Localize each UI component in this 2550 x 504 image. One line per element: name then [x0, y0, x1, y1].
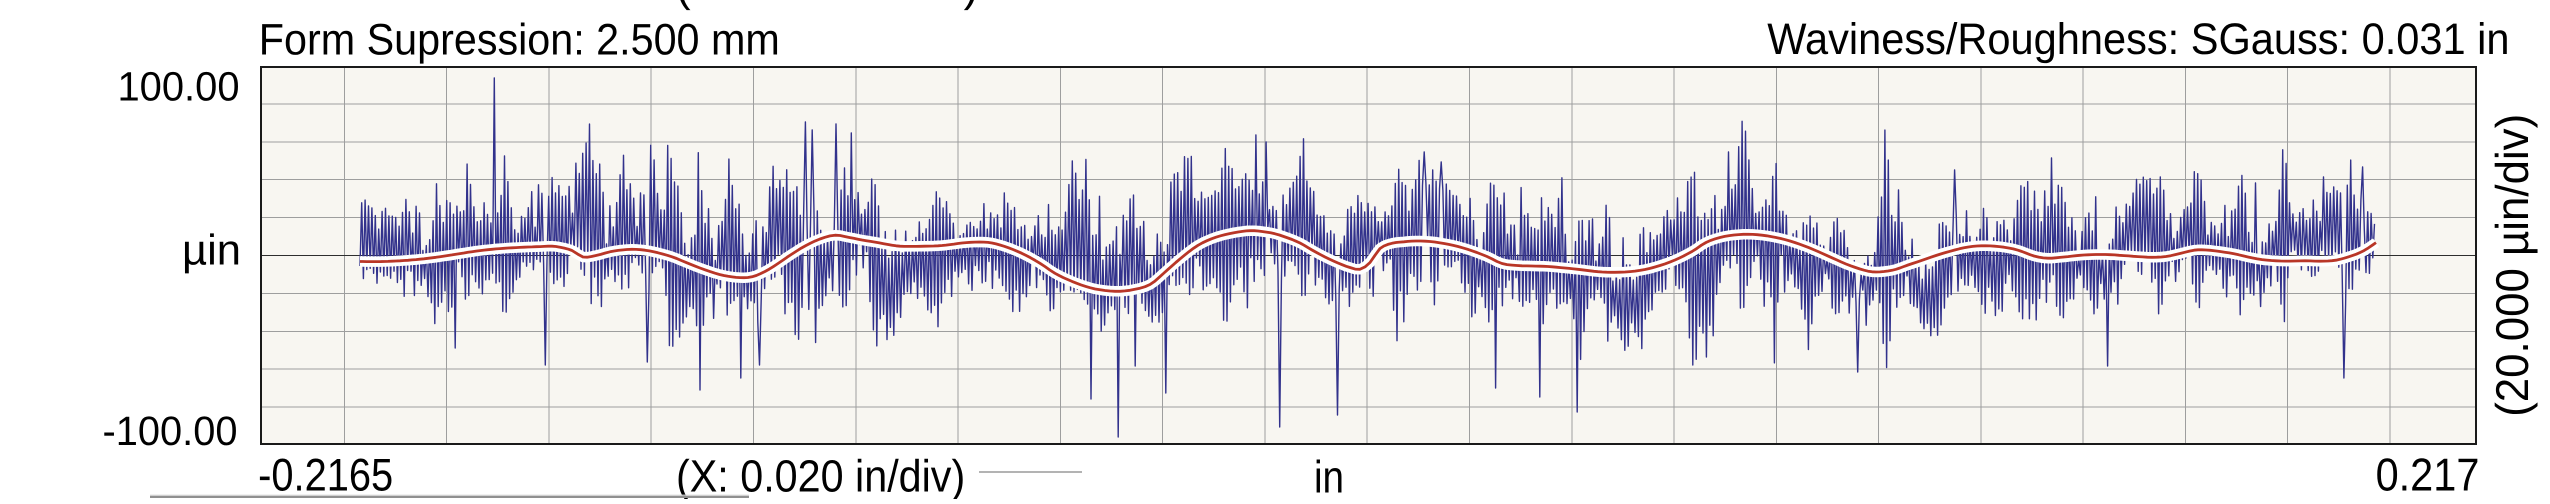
- svg-text:0.217: 0.217: [2376, 449, 2480, 500]
- svg-text:100.00: 100.00: [118, 64, 240, 110]
- svg-text:Form Supression: 2.500 mm: Form Supression: 2.500 mm: [259, 16, 780, 65]
- svg-text:-0.2165: -0.2165: [258, 449, 393, 499]
- svg-text:(: (: [676, 0, 691, 11]
- svg-text:Waviness/Roughness: SGauss: 0.: Waviness/Roughness: SGauss: 0.031 in: [1767, 15, 2509, 64]
- svg-text:in: in: [1314, 452, 1344, 500]
- svg-text:µin: µin: [182, 227, 241, 275]
- svg-text:-100.00: -100.00: [103, 408, 238, 454]
- svg-text:(20.000 µin/div): (20.000 µin/div): [2486, 114, 2538, 417]
- svg-text:(X: 0.020 in/div): (X: 0.020 in/div): [676, 451, 965, 500]
- svg-text:): ): [964, 0, 979, 11]
